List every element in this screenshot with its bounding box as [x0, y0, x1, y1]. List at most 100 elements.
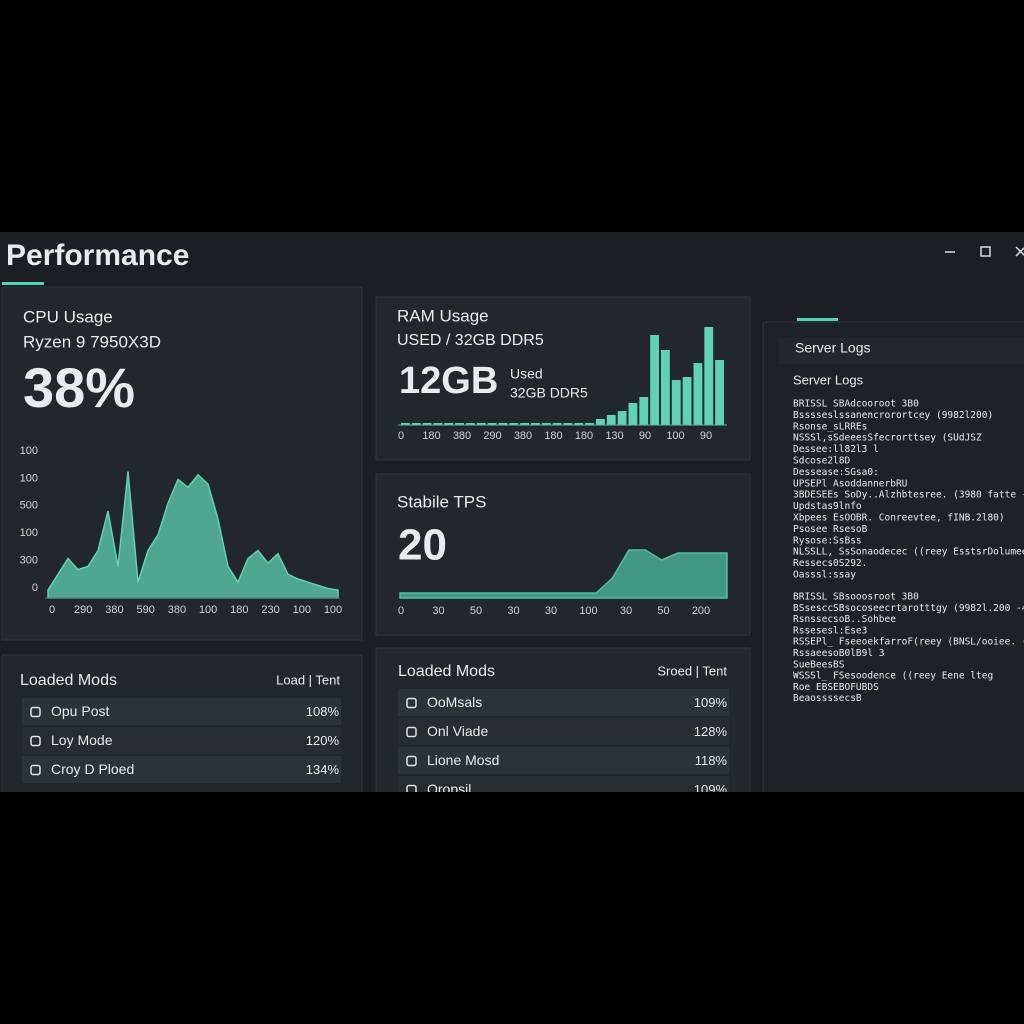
bar: [704, 327, 714, 425]
log-line: Rysose:SsBss: [793, 535, 862, 546]
x-tick-label: 180: [575, 430, 593, 442]
ram-total: 32GB DDR5: [510, 385, 588, 401]
mod-row[interactable]: [398, 776, 729, 803]
mod-load: 108%: [306, 704, 340, 719]
bar: [682, 377, 692, 425]
bar: [606, 415, 616, 425]
log-line: Dessee:ll82l3 l: [793, 444, 879, 455]
mod-icon: [406, 726, 417, 738]
log-line: Bsssseslssanencrorortcey (9982l200): [793, 410, 993, 421]
log-line: NLSSLL, SsSonaodecec ((reey EsstsrDolume…: [793, 547, 1024, 558]
card-title: Stabile TPS: [397, 492, 486, 511]
mod-name: Loy Mode: [51, 732, 113, 748]
log-line: Roe EBSEBOFUBDS: [793, 682, 879, 693]
mod-load: 134%: [306, 762, 340, 777]
bar: [650, 335, 659, 425]
bar: [661, 350, 670, 425]
x-tick-label: 30: [507, 605, 519, 617]
bar: [693, 363, 703, 425]
x-tick-label: 30: [432, 605, 444, 617]
x-tick-label: 90: [639, 430, 651, 442]
card-title: Loaded Mods: [398, 663, 495, 680]
x-tick-label: 50: [470, 605, 482, 617]
bar: [552, 423, 562, 425]
log-line: WSSSl_ FSesoodence ((reey Eene lteg: [793, 671, 993, 682]
page-title: Performance: [6, 239, 189, 272]
logs-tab[interactable]: Server Logs: [795, 340, 870, 356]
mod-icon: [30, 764, 41, 776]
mod-icon: [406, 697, 417, 709]
area: [47, 471, 339, 599]
mod-icon: [406, 784, 417, 792]
log-line: BRISSL SBsooosroot 3B0: [793, 592, 919, 603]
bar: [715, 360, 724, 425]
log-line: RssaeesoB0lB9l 3: [793, 648, 885, 659]
mod-icon: [406, 755, 417, 767]
mod-load: 109%: [694, 695, 728, 710]
x-tick-label: 380: [168, 604, 186, 616]
area: [399, 549, 728, 599]
mod-load: 128%: [694, 724, 728, 739]
x-tick-label: 100: [666, 430, 684, 442]
x-tick-label: 30: [545, 605, 557, 617]
log-line: BSsesccSBsocoseecrtarotttgy (9982l.200 -…: [793, 603, 1024, 614]
x-tick-label: 30: [620, 605, 632, 617]
y-tick-label: 100: [20, 527, 38, 539]
card-subtitle: USED / 32GB DDR5: [397, 332, 544, 349]
mod-name: Lione Mosd: [427, 752, 499, 768]
x-tick-label: 230: [261, 604, 279, 616]
mod-row[interactable]: [398, 747, 729, 774]
y-tick-label: 100: [20, 445, 38, 457]
bar: [639, 397, 649, 425]
mod-row[interactable]: [398, 689, 729, 716]
x-tick-label: 0: [398, 430, 404, 442]
card-subtitle: Ryzen 9 7950X3D: [23, 332, 161, 351]
ram-unit: Used: [510, 366, 543, 382]
mod-name: Croy D Ploed: [51, 761, 134, 777]
log-line: SueBeesBS: [793, 659, 845, 670]
x-tick-label: 0: [398, 605, 404, 617]
maximize-button[interactable]: [980, 246, 991, 257]
x-tick-label: 130: [605, 430, 623, 442]
mod-row[interactable]: [22, 698, 341, 725]
mod-icon: [30, 706, 41, 718]
tps-value: 20: [398, 521, 447, 570]
bar: [411, 423, 421, 425]
ram-value: 12GB: [399, 360, 498, 402]
x-tick-label: 590: [136, 604, 154, 616]
bar: [498, 423, 508, 425]
bar: [455, 423, 464, 425]
mod-row[interactable]: [22, 727, 341, 754]
mod-row[interactable]: [22, 756, 341, 783]
x-tick-label: 380: [453, 430, 471, 442]
card-title: CPU Usage: [23, 307, 113, 326]
bar: [585, 423, 594, 425]
x-tick-label: 90: [700, 430, 712, 442]
bar: [401, 423, 410, 425]
x-tick-label: 50: [657, 605, 669, 617]
bar: [671, 380, 681, 425]
mod-row[interactable]: [398, 718, 729, 745]
bar: [444, 423, 454, 425]
log-line: Rssesesl:Ese3: [793, 625, 867, 636]
card-title: Loaded Mods: [20, 672, 117, 689]
log-line: NSSSl,sSdeeesSfecrorttsey (SUdJSZ: [793, 433, 982, 444]
bar: [531, 423, 540, 425]
log-line: Xbpees EsOOBR. Conreevtee, fINB.2l80): [793, 513, 1005, 524]
x-tick-label: 180: [230, 604, 248, 616]
bar: [466, 423, 475, 425]
mod-load: 120%: [306, 733, 340, 748]
log-line: UPSEPl AsoddannerbRU: [793, 478, 908, 489]
x-tick-label: 380: [514, 430, 532, 442]
log-line: Sdcose2l8D: [793, 456, 850, 467]
log-line: Psosee RsesoB: [793, 524, 868, 535]
x-tick-label: 0: [49, 604, 55, 616]
x-tick-label: 100: [324, 604, 342, 616]
x-tick-label: 290: [74, 604, 92, 616]
mod-name: Oropsil: [427, 781, 471, 797]
x-tick-label: 380: [105, 604, 123, 616]
x-tick-label: 180: [422, 430, 440, 442]
y-tick-label: 300: [20, 555, 38, 567]
window: Performance CPU Usage Ryzen 9 7950X3D 38…: [0, 232, 1024, 803]
